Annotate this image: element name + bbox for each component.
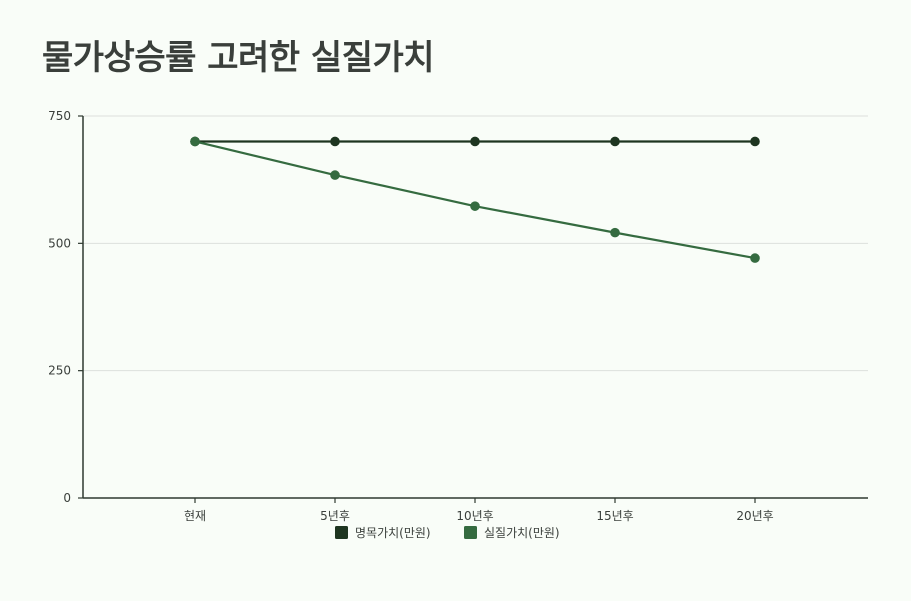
y-tick-label: 750 (48, 109, 71, 123)
x-tick-label: 10년후 (456, 509, 493, 523)
series-points (190, 136, 760, 263)
data-point (610, 227, 620, 238)
x-axis-ticks: 현재 5년후 10년후 15년후 20년후 (184, 498, 774, 523)
data-point (470, 136, 480, 147)
x-tick-label: 20년후 (736, 509, 773, 523)
legend: 명목가치(만원) 실질가치(만원) (335, 526, 560, 540)
y-tick-label: 500 (48, 236, 71, 250)
y-axis-ticks: 0 250 500 750 (48, 109, 83, 505)
data-point (750, 253, 760, 263)
legend-label: 명목가치(만원) (355, 526, 431, 540)
legend-label: 실질가치(만원) (484, 526, 560, 540)
y-tick-label: 250 (48, 364, 71, 378)
x-tick-label: 15년후 (596, 509, 633, 523)
data-point (610, 136, 620, 147)
data-point (750, 136, 760, 147)
data-point (330, 170, 340, 180)
chart-title: 물가상승률 고려한 실질가치 (42, 38, 435, 78)
axes (82, 116, 868, 499)
y-tick-label: 0 (63, 491, 71, 505)
data-point (190, 136, 200, 147)
data-point (330, 136, 340, 147)
series-lines (194, 140, 756, 260)
grid-lines (83, 115, 868, 372)
data-point (470, 201, 480, 211)
legend-swatch (464, 526, 477, 539)
series-line-2 (194, 140, 756, 260)
x-tick-label: 5년후 (320, 509, 350, 523)
x-tick-label: 현재 (184, 509, 206, 523)
legend-swatch (335, 526, 348, 539)
